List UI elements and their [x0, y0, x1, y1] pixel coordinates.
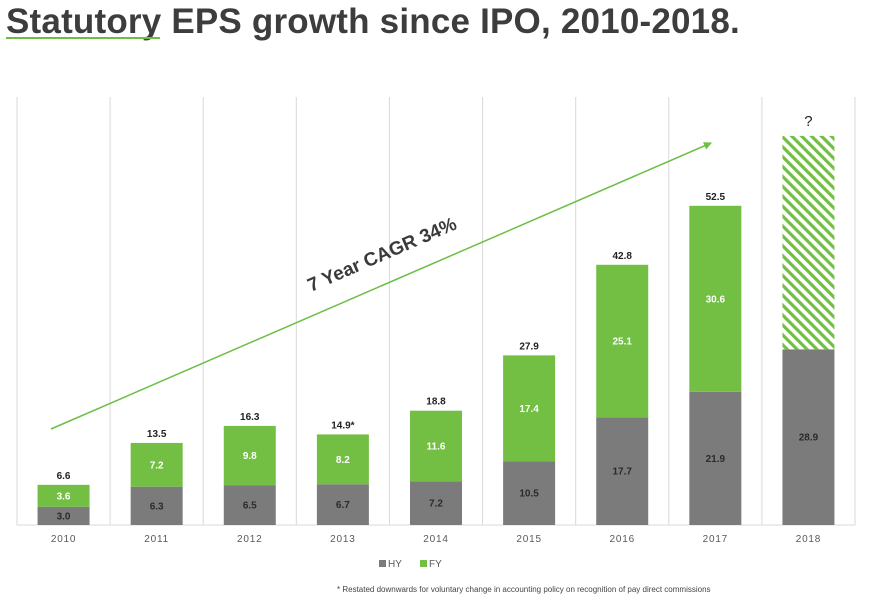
bar-label-hy-2018: 28.9	[799, 433, 819, 444]
cagr-trend-arrow	[50, 142, 712, 430]
bar-label-hy-2015: 10.5	[519, 489, 539, 500]
cagr-annotation: 7 Year CAGR 34%	[305, 214, 460, 297]
bar-label-fy-2013: 8.2	[336, 455, 350, 466]
bar-total-2015: 27.9	[519, 341, 539, 352]
bar-hy-2018	[782, 349, 835, 525]
page-title: Statutory EPS growth since IPO, 2010-201…	[6, 2, 740, 41]
x-tick-label-2012: 2012	[237, 534, 262, 545]
x-tick-label-2015: 2015	[516, 534, 541, 545]
x-tick-label-2018: 2018	[796, 534, 821, 545]
bar-fy-2010	[37, 484, 90, 507]
x-tick-label-2016: 2016	[609, 534, 634, 545]
bar-label-hy-2014: 7.2	[429, 499, 443, 510]
x-tick-label-2013: 2013	[330, 534, 355, 545]
bar-label-hy-2016: 17.7	[612, 467, 632, 478]
bar-hy-2015	[503, 461, 556, 525]
title-underline	[6, 37, 160, 39]
legend-swatch-fy	[420, 560, 427, 567]
x-tick-label-2017: 2017	[703, 534, 728, 545]
bar-fy-2011	[130, 442, 183, 487]
bar-label-hy-2010: 3.0	[57, 511, 71, 522]
bar-label-fy-2012: 9.8	[243, 451, 257, 462]
bar-hy-2016	[596, 417, 649, 525]
bar-hy-2013	[316, 484, 369, 525]
bar-hy-2012	[223, 485, 276, 525]
legend-label-fy: FY	[429, 559, 442, 570]
bar-label-fy-2017: 30.6	[706, 294, 726, 305]
bar-label-hy-2011: 6.3	[150, 501, 164, 512]
bar-hy-2014	[410, 481, 462, 525]
legend-label-hy: HY	[388, 559, 402, 570]
bar-total-2017: 52.5	[706, 192, 726, 203]
bar-total-2018: ?	[804, 113, 812, 130]
bar-fy-2015	[503, 355, 556, 462]
bar-total-2014: 18.8	[426, 397, 446, 408]
bar-fy-2013	[316, 434, 369, 485]
bar-fy-2012	[223, 425, 276, 486]
bar-total-2013: 14.9*	[331, 420, 354, 431]
bar-fy-pending-2018	[782, 135, 835, 350]
x-tick-label-2010: 2010	[51, 534, 76, 545]
bar-total-2012: 16.3	[240, 412, 260, 423]
bar-fy-2014	[410, 410, 462, 482]
bar-label-fy-2011: 7.2	[150, 460, 164, 471]
bar-total-2016: 42.8	[612, 251, 632, 262]
bar-label-hy-2017: 21.9	[706, 454, 726, 465]
bar-hy-2010	[37, 506, 90, 525]
bar-label-fy-2015: 17.4	[519, 404, 539, 415]
bar-fy-2016	[596, 264, 649, 418]
bar-fy-2017	[689, 205, 742, 392]
x-tick-label-2011: 2011	[144, 534, 169, 545]
bar-label-hy-2013: 6.7	[336, 500, 350, 511]
bar-label-fy-2016: 25.1	[612, 337, 632, 348]
footnote: * Restated downwards for voluntary chang…	[337, 585, 711, 594]
bar-label-hy-2012: 6.5	[243, 501, 257, 512]
bar-label-fy-2010: 3.6	[57, 491, 71, 502]
bar-total-2011: 13.5	[147, 429, 167, 440]
bar-label-fy-2014: 11.6	[427, 441, 446, 452]
bar-total-2010: 6.6	[57, 471, 71, 482]
bar-hy-2011	[130, 486, 183, 525]
bar-hy-2017	[689, 391, 742, 525]
legend-swatch-hy	[379, 560, 386, 567]
x-tick-label-2014: 2014	[423, 534, 448, 545]
